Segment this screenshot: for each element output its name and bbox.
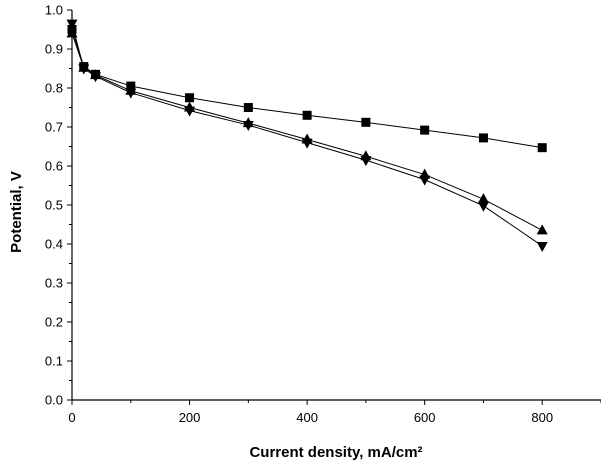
y-tick-label: 1.0 — [45, 3, 63, 18]
x-tick-label: 0 — [68, 410, 75, 425]
data-point — [78, 64, 90, 75]
data-point — [536, 241, 548, 252]
y-tick-label: 0.1 — [45, 354, 63, 369]
data-point — [478, 133, 488, 143]
axes-layer: 0.0 0.1 0.2 0.3 0.4 0.5 0.6 0.7 0.8 0.9 1.0 0 200 400… — [45, 3, 601, 425]
data-point — [184, 106, 196, 117]
y-tick-label: 0.3 — [45, 276, 63, 291]
y-tick-label: 0.7 — [45, 120, 63, 135]
x-tick-label: 600 — [414, 410, 436, 425]
x-tick-label: 800 — [531, 410, 553, 425]
data-point — [243, 103, 253, 112]
data-point — [420, 125, 430, 135]
y-axis-label: Potential, V — [8, 171, 25, 253]
x-axis-label: Current density, mA/cm² — [249, 444, 422, 461]
y-tick-label: 0.2 — [45, 315, 63, 330]
data-point — [242, 121, 254, 132]
y-tick-label: 0.0 — [45, 393, 63, 408]
series-layer — [66, 19, 548, 252]
data-point — [360, 156, 372, 167]
data-point — [419, 175, 431, 186]
data-point — [537, 143, 547, 153]
y-tick-label: 0.6 — [45, 159, 63, 174]
data-point — [302, 110, 312, 120]
y-tick-label: 0.4 — [45, 237, 63, 252]
data-point — [90, 72, 102, 83]
x-tick-label: 200 — [179, 410, 201, 425]
x-tick-label: 400 — [296, 410, 318, 425]
data-point — [185, 93, 195, 103]
y-tick-label: 0.5 — [45, 198, 63, 213]
data-point — [536, 224, 548, 235]
y-tick-label: 0.8 — [45, 81, 63, 96]
series-line-square — [71, 29, 543, 149]
data-point — [477, 201, 489, 212]
y-tick-label: 0.9 — [45, 42, 63, 57]
series-triangle-up — [66, 27, 548, 235]
data-point — [361, 117, 371, 127]
data-point — [477, 193, 489, 204]
data-point — [301, 138, 313, 149]
data-point — [125, 88, 137, 99]
series-square — [67, 25, 547, 153]
